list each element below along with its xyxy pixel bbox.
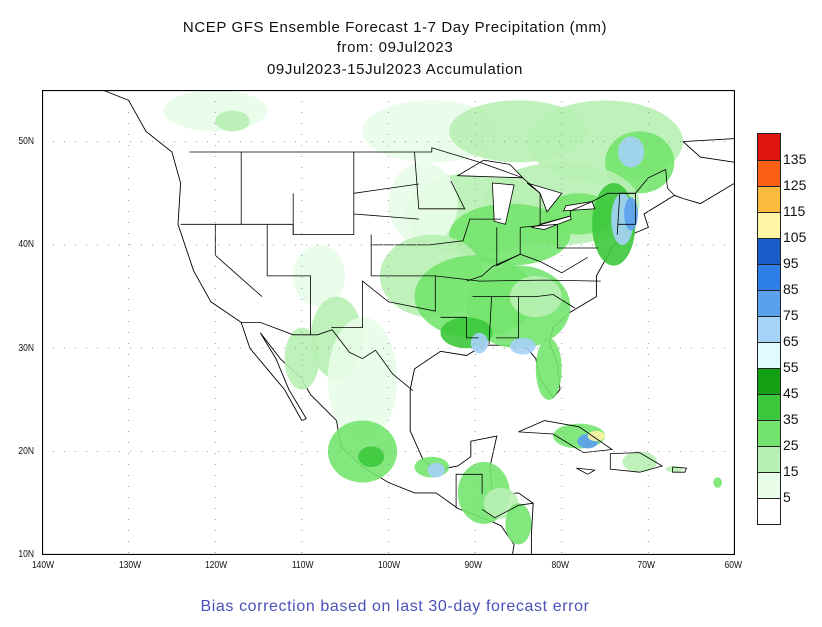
political-boundary [371, 218, 502, 246]
chart-subtitle-date: from: 09Jul2023 [336, 39, 454, 56]
island-puertorico [672, 466, 688, 473]
political-boundary [488, 296, 492, 345]
precip-area [509, 337, 536, 355]
legend-label: 35 [783, 411, 799, 427]
lon-tick-label: 110W [291, 560, 314, 571]
legend-swatch [758, 498, 780, 524]
great-lake [491, 182, 515, 225]
legend-swatch [758, 342, 780, 368]
legend-label: 5 [783, 489, 791, 505]
lon-tick-label: 120W [205, 560, 228, 571]
legend-swatch [758, 316, 780, 342]
map-frame [42, 90, 735, 555]
political-boundary [481, 502, 534, 519]
legend-swatch [758, 186, 780, 212]
legend-label: 65 [783, 333, 799, 349]
legend-label: 85 [783, 281, 799, 297]
precip-area [427, 462, 445, 478]
legend-label: 95 [783, 255, 799, 271]
color-legend [757, 133, 781, 525]
great-lake [456, 159, 524, 179]
precip-area [505, 503, 532, 545]
legend-label: 45 [783, 385, 799, 401]
lat-tick-label: 10N [18, 549, 34, 561]
political-boundary [455, 473, 483, 509]
precip-area [163, 90, 268, 132]
legend-swatch [758, 238, 780, 264]
political-boundary [495, 296, 519, 339]
political-boundary [331, 234, 436, 329]
lon-tick-label: 70W [637, 560, 656, 571]
precip-area [624, 197, 638, 231]
political-boundary [414, 151, 466, 210]
lon-tick-label: 60W [724, 560, 742, 571]
footer-note: Bias correction based on last 30-day for… [200, 598, 590, 615]
political-boundary [353, 183, 419, 194]
political-boundary [618, 193, 636, 225]
lat-tick-label: 40N [18, 239, 34, 251]
political-boundary [266, 224, 311, 335]
lat-tick-label: 30N [18, 342, 34, 354]
lat-tick-label: 20N [18, 445, 34, 457]
political-boundary [496, 227, 521, 267]
precip-area [535, 337, 562, 400]
legend-label: 55 [783, 359, 799, 375]
chart-title: NCEP GFS Ensemble Forecast 1-7 Day Preci… [182, 19, 608, 36]
legend-label: 15 [783, 463, 799, 479]
lon-tick-label: 140W [31, 560, 55, 571]
legend-label: 135 [783, 151, 807, 167]
lat-tick-label: 50N [18, 136, 34, 147]
legend-label: 105 [783, 229, 807, 245]
legend-swatch [758, 212, 780, 238]
island-cuba [518, 420, 614, 454]
legend-swatch [758, 420, 780, 446]
political-boundary [353, 213, 419, 220]
chart-subtitle-period: 09Jul2023-15Jul2023 Accumulation [266, 61, 524, 78]
lon-tick-label: 90W [464, 560, 483, 571]
legend-label: 25 [783, 437, 799, 453]
legend-swatch [758, 368, 780, 394]
precip-area [388, 162, 458, 245]
political-boundary [466, 253, 588, 282]
precip-area [293, 244, 346, 307]
island-hispaniola [609, 452, 664, 473]
political-boundary [435, 275, 601, 282]
precip-area [215, 110, 250, 132]
legend-swatch [758, 446, 780, 472]
precip-area [284, 327, 320, 390]
political-boundary [241, 321, 414, 391]
precip-area [327, 317, 398, 442]
legend-swatch [758, 472, 780, 498]
political-boundary [520, 223, 599, 249]
precip-area [622, 451, 658, 473]
lon-tick-label: 100W [378, 560, 401, 571]
political-boundary [472, 294, 575, 309]
lon-tick-label: 130W [118, 560, 141, 571]
political-boundary [616, 192, 636, 235]
legend-label: 75 [783, 307, 799, 323]
precip-area [713, 477, 723, 488]
political-boundary [440, 316, 479, 339]
legend-swatch [758, 394, 780, 420]
political-boundary [180, 152, 355, 236]
legend-swatch [758, 264, 780, 290]
legend-label: 115 [783, 203, 806, 219]
precipitation-map [42, 90, 735, 555]
legend-swatch [758, 160, 780, 186]
legend-label: 125 [783, 177, 807, 193]
precip-area [618, 136, 645, 168]
legend-swatch [758, 290, 780, 316]
legend-swatch [758, 134, 780, 160]
precip-area [358, 446, 385, 468]
island-jamaica [576, 467, 596, 475]
precip-area [587, 430, 606, 442]
precip-area [470, 332, 489, 354]
political-boundary [189, 147, 675, 225]
lon-tick-label: 80W [551, 560, 569, 571]
